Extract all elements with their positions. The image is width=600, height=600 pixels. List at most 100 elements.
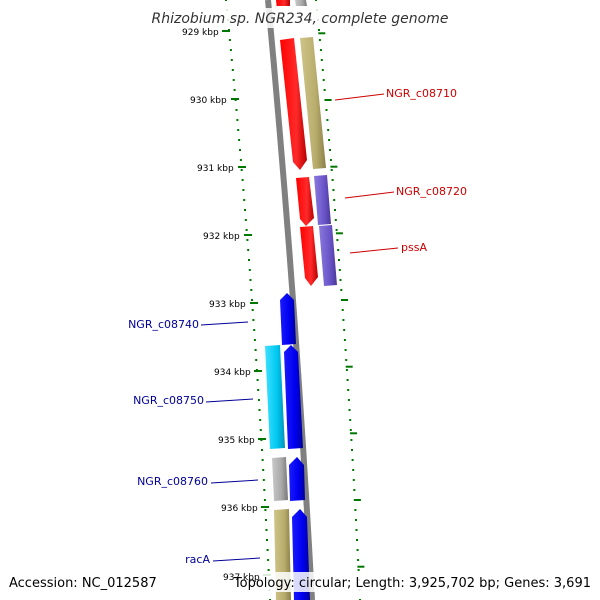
scale-ring-left-dot bbox=[261, 459, 264, 461]
scale-ring-left-dot bbox=[244, 219, 247, 221]
gene-label-racA[interactable]: racA bbox=[185, 553, 210, 566]
scale-ring-right-dot bbox=[329, 159, 332, 161]
gene-label-NGR_c08720[interactable]: NGR_c08720 bbox=[396, 185, 467, 198]
scale-ring-left-dot bbox=[257, 399, 260, 401]
scale-ring-left-dot bbox=[242, 189, 245, 191]
gene-label-lines bbox=[200, 93, 399, 562]
scale-ring-left-dot bbox=[249, 279, 252, 281]
scale-ring-right-dot bbox=[344, 349, 347, 351]
scale-ring-right-dot bbox=[321, 69, 324, 71]
scale-ring-right-dot bbox=[323, 89, 326, 91]
scale-ring-left-dot bbox=[253, 339, 256, 341]
leader-NGR_c08760 bbox=[210, 479, 259, 484]
scale-ring-right-dot bbox=[357, 569, 360, 571]
scale-ring-left-dot bbox=[228, 39, 231, 41]
scale-ring-right-dot bbox=[330, 169, 333, 171]
scale-ring-right-dot bbox=[329, 149, 331, 151]
scale-ring-right-dot bbox=[340, 289, 343, 291]
reverse-strand-cds bbox=[295, 0, 337, 286]
scale-ring-left-dot bbox=[259, 419, 262, 421]
gene-label-NGR_c08750[interactable]: NGR_c08750 bbox=[133, 394, 204, 407]
leader-NGR_c08720 bbox=[344, 191, 395, 199]
cds-olive-NGR_c08710[interactable] bbox=[300, 37, 326, 169]
leader-NGR_c08740 bbox=[200, 321, 249, 326]
scale-ring-left-dot bbox=[238, 139, 241, 141]
gene-arrow-red-top[interactable] bbox=[276, 0, 290, 6]
scale-ring-right-dot bbox=[338, 259, 340, 261]
scale-ring-right-dot bbox=[345, 359, 348, 361]
scale-ring-left-dot bbox=[251, 299, 253, 301]
scale-ring-right-dot bbox=[326, 119, 329, 121]
scale-ring-right-dot bbox=[343, 339, 346, 341]
scale-ring-right-dot bbox=[356, 549, 359, 551]
scale-ring-right-dot bbox=[355, 519, 357, 521]
cds-purple-pssA[interactable] bbox=[319, 225, 337, 286]
scale-ring-right-dot bbox=[353, 489, 356, 491]
accession-label: Accession: NC_012587 bbox=[9, 576, 157, 591]
gene-arrow-pssA[interactable] bbox=[300, 226, 318, 286]
scale-ring-left-dot bbox=[233, 89, 236, 91]
scale-ring-right-dot bbox=[337, 249, 340, 251]
scale-ring-right-dot bbox=[352, 479, 355, 481]
scale-ring-left-dot bbox=[241, 179, 244, 181]
gene-label-NGR_c08740[interactable]: NGR_c08740 bbox=[128, 318, 199, 331]
scale-ring-left-dot bbox=[237, 129, 240, 131]
scale-ring-left-dot bbox=[247, 249, 250, 251]
scale-ring-left-dot bbox=[267, 569, 270, 571]
scale-ring-left-dot bbox=[240, 169, 243, 171]
gene-label-NGR_c08760[interactable]: NGR_c08760 bbox=[137, 475, 208, 488]
scale-ring-left-dot bbox=[262, 469, 265, 471]
scale-ring-right-dot bbox=[341, 309, 344, 311]
genome-summary: Topology: circular; Length: 3,925,702 bp… bbox=[233, 576, 591, 591]
scale-ring-left-dot bbox=[264, 509, 267, 511]
scale-ring-left-dot bbox=[262, 479, 265, 481]
cds-gray-NGR_c08760[interactable] bbox=[272, 457, 288, 501]
scale-ring-right-dot bbox=[349, 429, 352, 431]
gene-arrow-NGR_c08740[interactable] bbox=[280, 293, 296, 345]
genome-backbone-white bbox=[272, 0, 320, 600]
scale-ring-left-dot bbox=[258, 409, 261, 411]
scale-ring-left-dot bbox=[266, 549, 269, 551]
scale-ring-right-dot bbox=[335, 229, 338, 231]
scale-ring-right-dot bbox=[342, 319, 345, 321]
scale-ring-right-dot bbox=[354, 509, 357, 511]
gene-arrow-NGR_c08710[interactable] bbox=[280, 38, 307, 170]
scale-ring-left-dot bbox=[251, 309, 254, 311]
tick-label-936: 936 kbp bbox=[221, 504, 258, 514]
scale-ring-left-dot bbox=[239, 149, 241, 151]
scale-ring-left-dot bbox=[236, 119, 239, 121]
scale-ring-right-dot bbox=[320, 59, 323, 61]
gene-label-pssA[interactable]: pssA bbox=[401, 241, 427, 254]
scale-ring-right-dot bbox=[348, 409, 351, 411]
scale-ring-right-dot bbox=[357, 559, 360, 561]
gene-arrow-NGR_c08720[interactable] bbox=[296, 177, 314, 226]
scale-ring-right bbox=[315, 0, 365, 600]
gene-arrow-NGR_c08750-blue[interactable] bbox=[284, 345, 303, 449]
scale-ring-right-dot bbox=[347, 389, 350, 391]
cds-cyan-NGR_c08750[interactable] bbox=[265, 345, 285, 449]
gene-arrow-NGR_c08760[interactable] bbox=[289, 457, 305, 501]
title-backdrop bbox=[150, 8, 450, 28]
scale-ring-left-dot bbox=[263, 489, 266, 491]
scale-ring-right-dot bbox=[343, 329, 346, 331]
tick-label-934: 934 kbp bbox=[214, 368, 251, 378]
leader-NGR_c08710 bbox=[334, 93, 385, 101]
cds-purple-NGR_c08720[interactable] bbox=[314, 175, 331, 225]
scale-ring-left-dot bbox=[246, 239, 249, 241]
scale-ring-right-dot bbox=[346, 379, 349, 381]
scale-ring-left-dot bbox=[259, 429, 262, 431]
kbp-ticks: 929 kbp 930 kbp 931 kbp 932 kbp 933 kbp … bbox=[182, 28, 271, 583]
scale-ring-left-dot bbox=[261, 449, 263, 451]
gene-labels: NGR_c08710 NGR_c08720 pssA NGR_c08740 NG… bbox=[128, 87, 467, 566]
scale-ring-left-dot bbox=[253, 329, 256, 331]
gene-label-NGR_c08710[interactable]: NGR_c08710 bbox=[386, 87, 457, 100]
scale-ring-right-dot bbox=[351, 449, 353, 451]
cds-gray-top[interactable] bbox=[295, 0, 307, 6]
scale-ring-right-dot bbox=[356, 539, 358, 541]
leader-racA bbox=[212, 557, 261, 562]
scale-ring-right-dot bbox=[350, 439, 353, 441]
scale-ring-right-dot bbox=[325, 109, 328, 111]
footer-backdrop-left bbox=[0, 572, 152, 592]
scale-ring-left-dot bbox=[239, 159, 242, 161]
